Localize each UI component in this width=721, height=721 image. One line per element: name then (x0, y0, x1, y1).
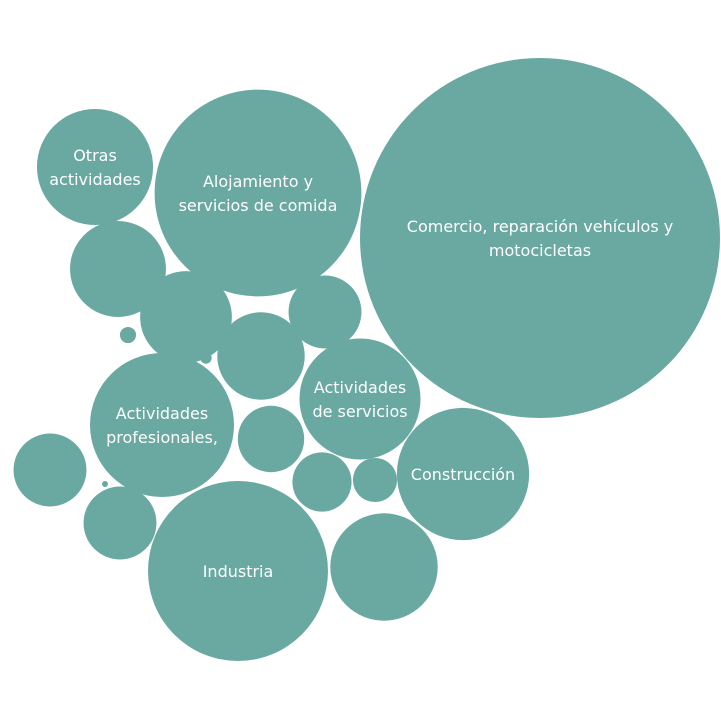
bubble-label-5: Otras actividades (49, 146, 141, 189)
bubble-9 (140, 271, 232, 363)
bubble-label-line: Construcción (411, 465, 515, 484)
bubble-label-4: Construcción (411, 465, 515, 484)
bubble-label-line: Actividades (314, 378, 406, 397)
bubble-5 (36, 108, 154, 226)
bubble-label-line: Industria (203, 562, 274, 581)
bubble-label-line: profesionales, (106, 428, 218, 447)
bubble-15 (292, 452, 352, 512)
bubble-17 (119, 326, 137, 344)
bubble-13 (288, 275, 362, 349)
bubble-19 (102, 481, 108, 487)
bubble-label-line: Actividades (116, 404, 208, 423)
bubble-label-3: Actividades profesionales, (106, 404, 218, 447)
bubble-label-0: Comercio, reparación vehículos y motocicl… (407, 217, 673, 260)
bubble-14 (237, 405, 305, 473)
bubble-label-line: Comercio, reparación vehículos y (407, 217, 673, 236)
bubble-label-2: Industria (203, 562, 274, 581)
bubble-8 (70, 221, 166, 317)
bubble-4 (396, 407, 530, 541)
bubble-1 (154, 89, 362, 297)
bubble-0 (360, 58, 720, 418)
bubble-6 (299, 338, 421, 460)
bubble-label-line: Alojamiento y (203, 172, 313, 191)
bubble-3 (90, 353, 234, 497)
bubble-2 (148, 481, 328, 661)
bubble-18 (200, 352, 212, 364)
bubble-7 (330, 513, 438, 621)
bubble-label-line: servicios de comida (179, 196, 338, 215)
bubble-label-line: de servicios (312, 402, 407, 421)
bubble-10 (217, 312, 305, 400)
bubble-label-line: motocicletas (489, 241, 591, 260)
bubble-16 (352, 457, 398, 503)
bubble-11 (13, 433, 87, 507)
bubble-label-line: actividades (49, 170, 141, 189)
bubble-12 (83, 486, 157, 560)
bubble-label-1: Alojamiento y servicios de comida (179, 172, 338, 215)
bubble-label-line: Otras (73, 146, 117, 165)
bubble-label-6: Actividades de servicios (312, 378, 407, 421)
